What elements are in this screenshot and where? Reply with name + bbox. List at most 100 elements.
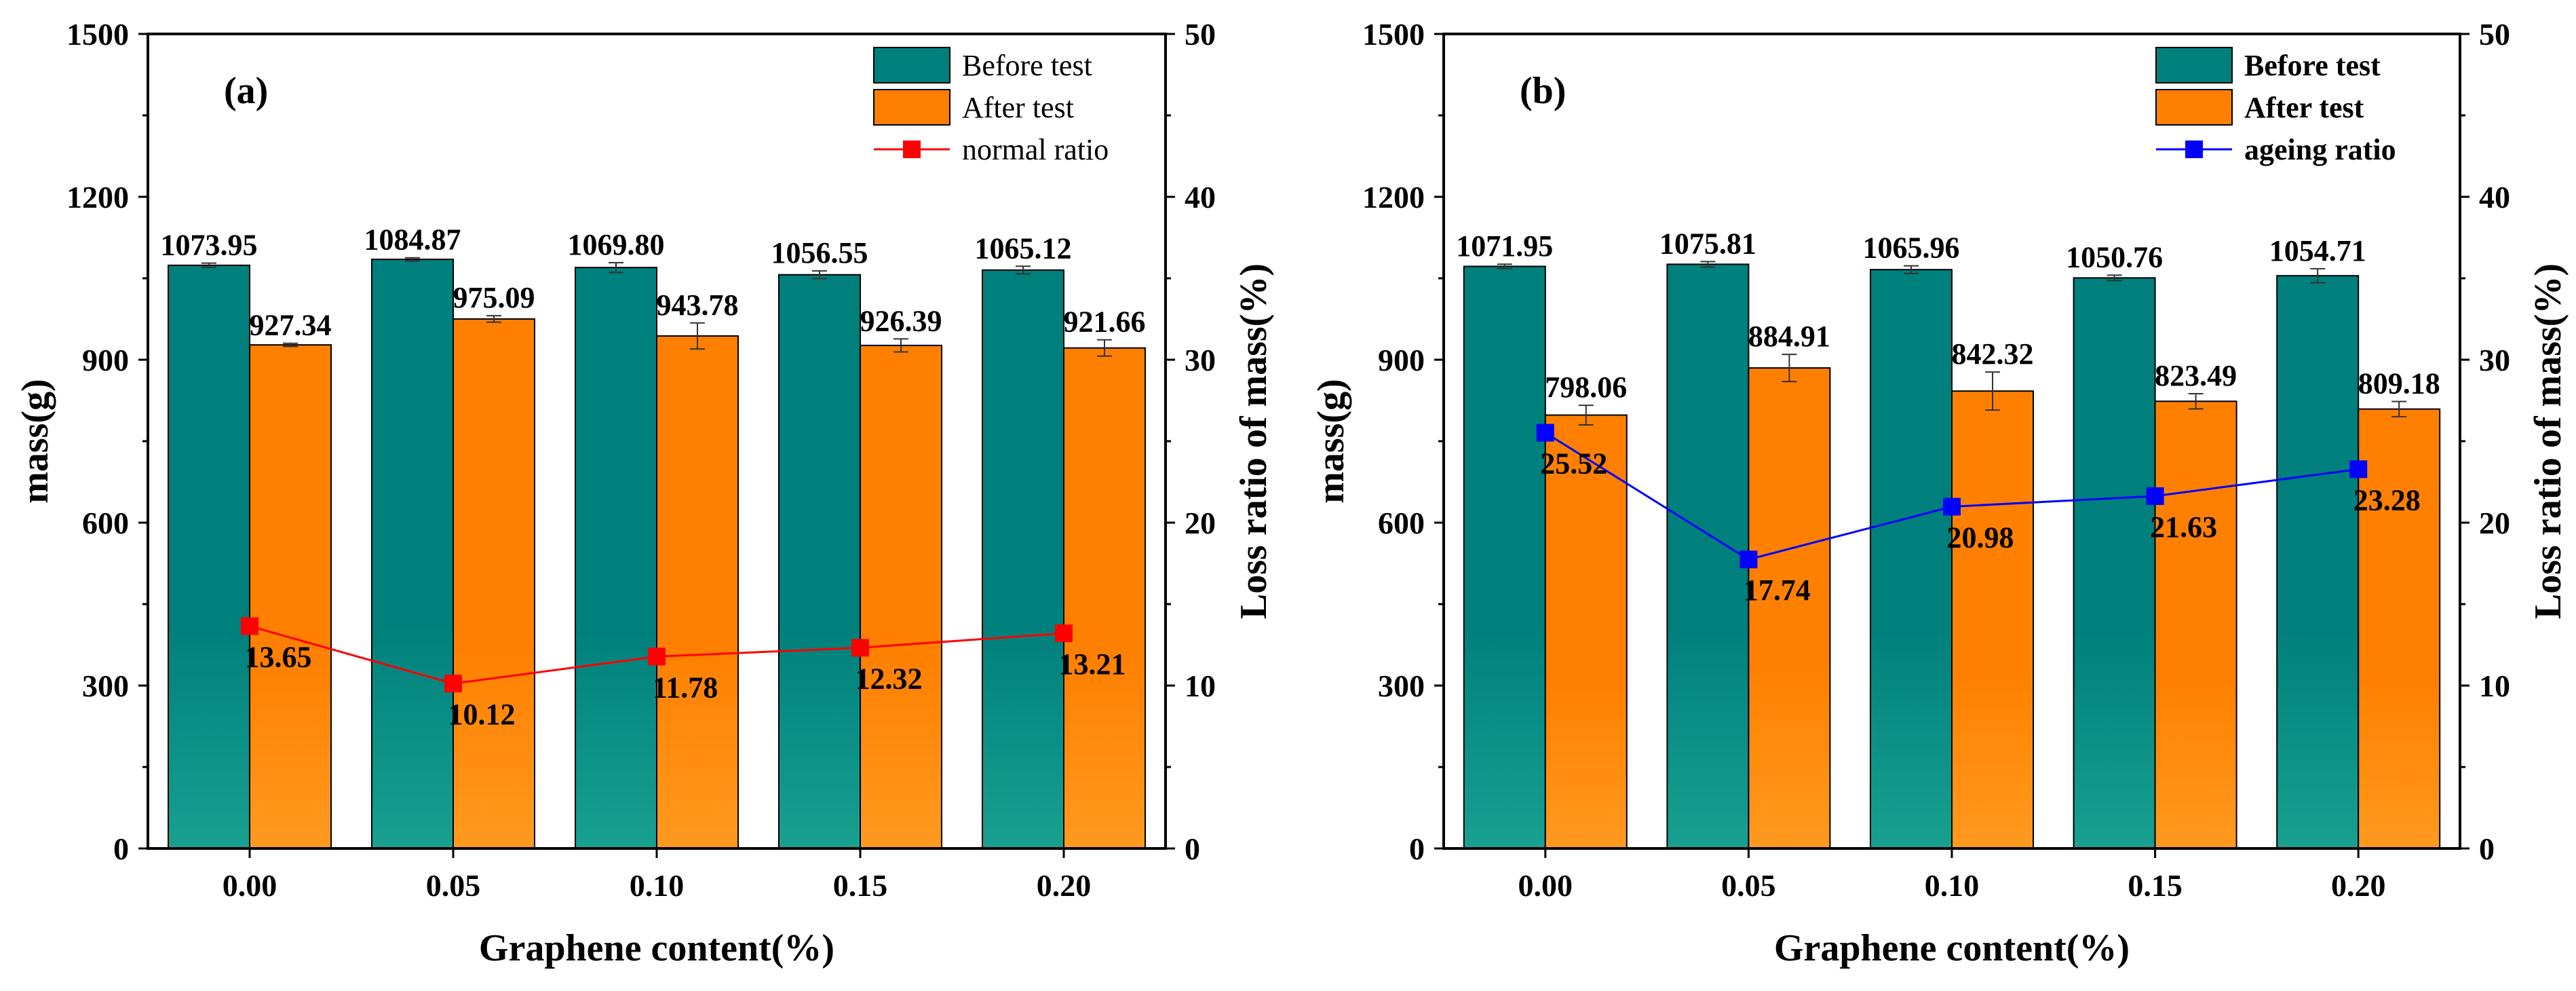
error-bar [1497,263,1512,269]
ratio-marker [241,617,258,635]
ratio-marker [2146,487,2164,505]
ratio-value-label: 20.98 [1947,521,2014,554]
bar-value-label: 926.39 [860,304,942,337]
x-tick-label: 0.15 [833,868,888,903]
y2-tick-label: 0 [1185,831,1200,866]
y-axis-title: mass(g) [1310,379,1352,504]
x-axis-title: Graphene content(%) [479,927,834,969]
x-tick-label: 0.10 [1925,868,1980,903]
bar-after [1063,347,1146,849]
legend: Before test After test normal ratio [873,47,1109,166]
y-tick-label: 600 [1378,506,1425,540]
legend-label: normal ratio [962,133,1109,166]
y2-tick-label: 20 [1185,506,1216,540]
x-axis-title: Graphene content(%) [1774,927,2130,969]
error-bar [893,338,908,353]
error-bar [283,342,298,348]
ratio-marker [444,675,462,693]
y2-tick-label: 40 [2479,180,2510,214]
bar-value-label: 1075.81 [1659,227,1756,260]
legend-label: Before test [962,49,1092,82]
bar-value-label: 975.09 [453,281,535,314]
ratio-value-label: 11.78 [653,671,718,704]
bar-value-label: 798.06 [1545,371,1627,404]
bar-after [2154,400,2237,849]
y2-tick-label: 10 [1185,669,1216,703]
ratio-value-label: 12.32 [856,662,923,695]
x-tick-label: 0.15 [2128,868,2183,903]
y2-tick-label: 20 [2479,506,2510,540]
bar-before [1666,263,1750,849]
bar-value-label: 1069.80 [568,228,665,261]
bar-value-label: 842.32 [1952,337,2034,371]
panel-label: (b) [1520,70,1566,112]
y2-tick-label: 30 [2479,343,2510,377]
bar-value-label: 1071.95 [1456,229,1553,263]
bar-value-label: 1073.95 [161,229,258,262]
ratio-marker [851,639,869,657]
y-axis-title: mass(g) [14,379,56,504]
error-bar [1904,265,1919,274]
bar-value-label: 823.49 [2155,359,2237,392]
ratio-marker [2349,460,2368,479]
legend-label: After test [2244,91,2364,124]
error-bar [486,315,501,323]
y-tick-label: 600 [82,506,129,540]
ratio-marker [1943,498,1961,516]
y2-tick-label: 30 [1185,343,1216,377]
bar-value-label: 1050.76 [2066,240,2163,274]
y-tick-label: 1200 [1362,180,1425,214]
y2-tick-label: 50 [2479,17,2510,52]
bar-after [2358,408,2441,849]
bar-before [1463,265,1546,849]
bar-before [778,274,861,849]
bar-after [656,335,739,849]
bar-after [1544,414,1628,849]
y-tick-label: 1500 [66,17,129,52]
bar-value-label: 921.66 [1064,305,1146,339]
error-bar [2310,267,2326,284]
error-bar [1985,371,2000,411]
x-tick-label: 0.10 [630,868,685,903]
y2-tick-label: 50 [1185,17,1216,52]
ratio-value-label: 25.52 [1540,447,1607,481]
ratio-value-label: 13.65 [245,640,312,673]
legend-swatch-after [873,89,950,126]
legend-label: ageing ratio [2244,133,2396,166]
error-bar [609,261,623,274]
bar-value-label: 1054.71 [2269,234,2366,267]
ratio-value-label: 13.21 [1059,648,1126,681]
bar-after [860,344,942,849]
bar-before [575,267,657,850]
legend-swatch-after [2155,89,2233,126]
error-bar [2107,274,2122,282]
bar-after [1951,390,2034,849]
bar-value-label: 1084.87 [364,223,461,257]
x-tick-label: 0.00 [223,868,277,903]
x-tick-label: 0.05 [426,868,481,903]
y-tick-label: 900 [82,343,129,377]
y-tick-label: 900 [1378,343,1425,377]
ratio-marker [1739,550,1758,569]
bar-value-label: 927.34 [250,309,332,342]
error-bar [2188,393,2204,410]
panel-label: (a) [224,70,268,112]
legend-marker [2185,141,2203,158]
ratio-value-label: 17.74 [1744,574,1811,607]
x-tick-label: 0.20 [2331,868,2386,903]
bar-before [982,269,1064,849]
bar-after [453,318,535,850]
x-tick-label: 0.00 [1518,868,1573,903]
ratio-marker [1536,424,1554,442]
error-bar [1016,265,1031,275]
bar-value-label: 809.18 [2358,367,2440,400]
error-bar [1097,339,1112,357]
chart-panel-a: 1073.95 1084.87 1069.80 1056.55 1065.12 927.3… [14,17,1275,969]
bar-value-label: 1065.96 [1863,231,1960,265]
bar-value-label: 1056.55 [771,236,868,269]
bar-value-label: 884.91 [1748,320,1830,353]
y-tick-label: 0 [113,831,129,866]
x-tick-label: 0.05 [1721,868,1776,903]
y2-tick-label: 10 [2479,669,2510,703]
